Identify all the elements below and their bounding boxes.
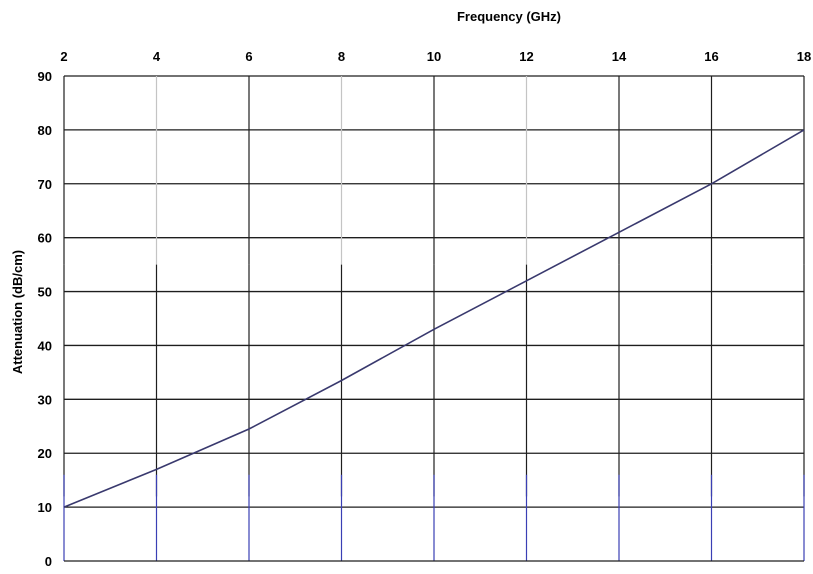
y-tick-label: 20 <box>38 446 52 461</box>
series-layer <box>63 129 805 508</box>
y-axis-title: Attenuation (dB/cm) <box>10 250 25 374</box>
y-tick-label: 50 <box>38 285 52 300</box>
y-tick-label: 30 <box>38 392 52 407</box>
y-tick-labels: 0 10 20 30 40 50 60 70 80 90 <box>38 69 52 569</box>
x-tick-label: 12 <box>519 49 533 64</box>
x-tick-label: 18 <box>797 49 811 64</box>
x-tick-label: 8 <box>338 49 345 64</box>
x-tick-label: 16 <box>704 49 718 64</box>
y-tick-label: 60 <box>38 231 52 246</box>
x-tick-label: 4 <box>153 49 161 64</box>
y-tick-label: 80 <box>38 123 52 138</box>
y-tick-label: 40 <box>38 338 52 353</box>
y-tick-label: 0 <box>45 554 52 569</box>
x-tick-labels: 2 4 6 8 10 12 14 16 18 <box>60 49 811 64</box>
attenuation-series-line <box>63 129 805 508</box>
x-tick-label: 6 <box>245 49 252 64</box>
y-tick-label: 10 <box>38 500 52 515</box>
grid <box>63 75 805 562</box>
x-tick-label: 14 <box>612 49 627 64</box>
x-tick-label: 2 <box>60 49 67 64</box>
y-tick-label: 90 <box>38 69 52 84</box>
x-axis-title: Frequency (GHz) <box>457 9 561 24</box>
y-tick-label: 70 <box>38 177 52 192</box>
x-tick-label: 10 <box>427 49 441 64</box>
